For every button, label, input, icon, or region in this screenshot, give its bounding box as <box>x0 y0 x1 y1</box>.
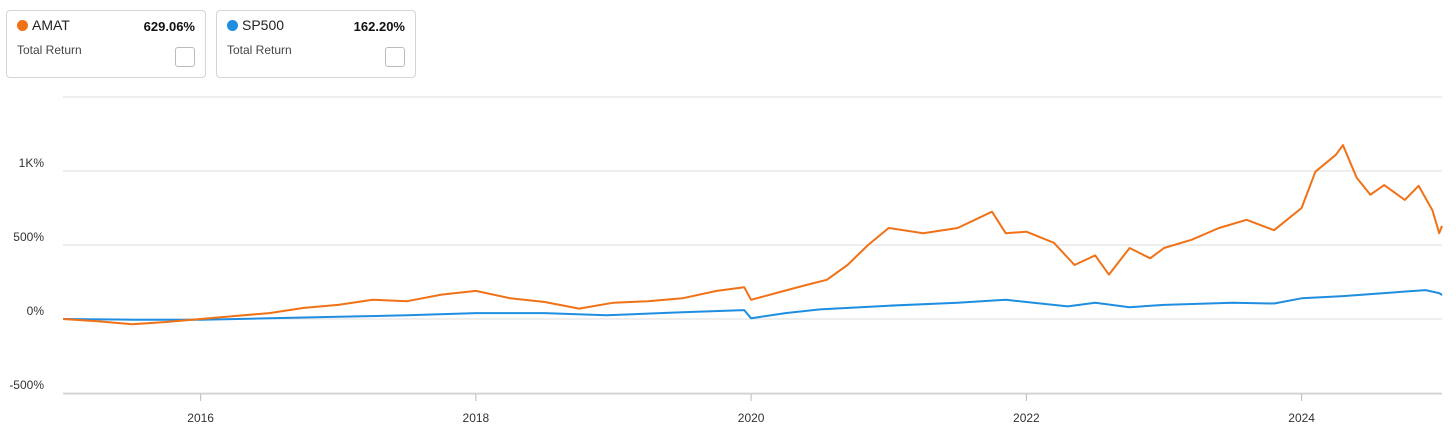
y-tick-label: 1K% <box>19 156 45 170</box>
x-tick-label: 2020 <box>738 411 765 425</box>
legend-dot <box>17 20 28 31</box>
card-value: 162.20% <box>353 19 405 34</box>
chart-type-button[interactable] <box>175 47 195 67</box>
series-name: AMAT <box>32 17 70 33</box>
x-tick-label: 2018 <box>463 411 490 425</box>
x-tick-label: 2022 <box>1013 411 1040 425</box>
card-label: Total Return <box>17 43 82 57</box>
y-tick-label: 500% <box>13 230 44 244</box>
series-line <box>62 289 1443 321</box>
legend-dot <box>227 20 238 31</box>
legend-card[interactable]: AMAT 629.06% Total Return <box>6 10 206 78</box>
card-value: 629.06% <box>143 19 195 34</box>
y-tick-label: -500% <box>9 378 44 392</box>
series-name: SP500 <box>242 17 285 33</box>
legend-cards: AMAT 629.06% Total Return SP500 162.20% Total… <box>6 10 416 78</box>
legend-card[interactable]: SP500 162.20% Total Return <box>216 10 416 78</box>
card-label: Total Return <box>227 43 292 57</box>
card-header: AMAT <box>17 17 195 35</box>
x-tick-label: 2016 <box>187 411 214 425</box>
x-tick-label: 2024 <box>1288 411 1315 425</box>
chart-type-button[interactable] <box>385 47 405 67</box>
card-header: SP500 <box>227 17 405 35</box>
y-tick-label: 0% <box>27 304 45 318</box>
series-line <box>62 144 1443 326</box>
